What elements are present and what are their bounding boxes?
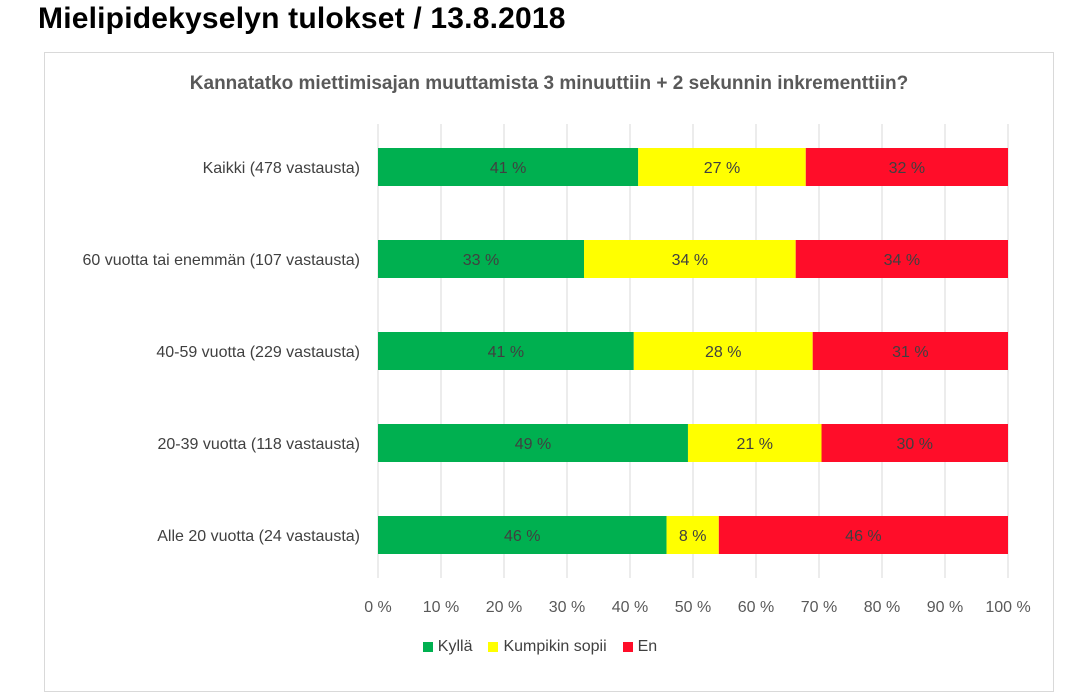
x-tick-label: 10 %: [423, 599, 459, 616]
data-label: 32 %: [889, 160, 925, 177]
bar-segment: [378, 516, 667, 554]
data-label: 46 %: [845, 528, 881, 545]
legend-label: Kyllä: [437, 638, 473, 655]
data-label: 30 %: [897, 436, 933, 453]
data-label: 34 %: [884, 252, 920, 269]
bar-segment: [378, 424, 688, 462]
bar-segment: [821, 424, 1008, 462]
bar-segment: [795, 240, 1008, 278]
bar-segment: [687, 424, 822, 462]
legend-item: En: [622, 638, 658, 656]
x-tick-label: 0 %: [364, 599, 392, 616]
chart-title: Kannatatko miettimisajan muuttamista 3 m…: [189, 73, 909, 94]
bar-segment: [638, 148, 806, 186]
bar-segment: [378, 240, 585, 278]
bar-segment: [812, 332, 1008, 370]
data-label: 34 %: [672, 252, 708, 269]
bar-segment: [718, 516, 1008, 554]
data-label: 33 %: [463, 252, 499, 269]
bar-segment: [666, 516, 719, 554]
bar-segment: [805, 148, 1008, 186]
data-label: 21 %: [737, 436, 773, 453]
legend: Kyllä Kumpikin sopii En: [0, 638, 1080, 656]
data-label: 49 %: [515, 436, 551, 453]
category-label: 60 vuotta tai enemmän (107 vastausta): [83, 252, 361, 269]
legend-swatch: [422, 642, 433, 652]
x-tick-label: 30 %: [549, 599, 585, 616]
data-label: 41 %: [488, 344, 524, 361]
legend-swatch: [622, 642, 633, 652]
legend-label: En: [637, 638, 658, 655]
category-label: 20-39 vuotta (118 vastausta): [158, 436, 361, 453]
x-tick-label: 20 %: [486, 599, 522, 616]
stacked-bar-chart: 0 % 10 % 20 % 30 % 40 % 50 % 60 % 70 % 80 % 90 % 1…: [83, 124, 1031, 616]
data-label: 8 %: [679, 528, 707, 545]
x-tick-label: 50 %: [675, 599, 711, 616]
legend-swatch: [488, 642, 499, 652]
data-label: 27 %: [704, 160, 740, 177]
category-label: Kaikki (478 vastausta): [203, 160, 360, 177]
legend-item: Kyllä: [422, 638, 473, 656]
bar-segment: [633, 332, 813, 370]
category-label: 40-59 vuotta (229 vastausta): [156, 344, 360, 361]
data-label: 46 %: [504, 528, 540, 545]
x-tick-label: 40 %: [612, 599, 648, 616]
x-tick-label: 90 %: [927, 599, 963, 616]
data-label: 28 %: [705, 344, 741, 361]
page-title: Mielipidekyselyn tulokset / 13.8.2018: [38, 2, 566, 35]
data-label: 41 %: [490, 160, 526, 177]
bar-segment: [378, 332, 634, 370]
data-label: 31 %: [892, 344, 928, 361]
category-label: Alle 20 vuotta (24 vastausta): [157, 528, 360, 545]
x-tick-label: 80 %: [864, 599, 900, 616]
legend-label: Kumpikin sopii: [503, 638, 607, 655]
bar-segment: [378, 148, 639, 186]
legend-item: Kumpikin sopii: [488, 638, 607, 656]
bar-segment: [584, 240, 796, 278]
x-tick-label: 60 %: [738, 599, 774, 616]
x-tick-label: 100 %: [985, 599, 1030, 616]
x-tick-label: 70 %: [801, 599, 837, 616]
